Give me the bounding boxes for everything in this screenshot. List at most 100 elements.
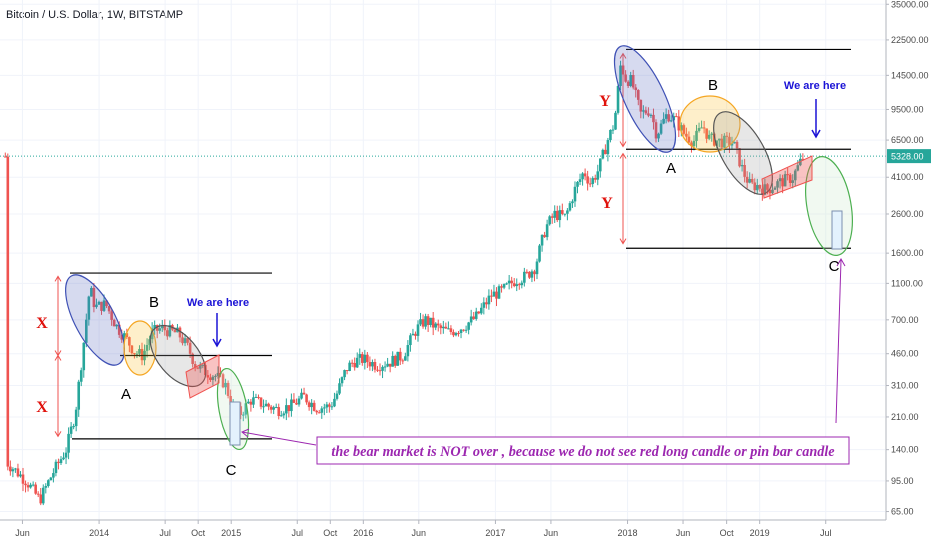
candle-body xyxy=(616,86,620,113)
candle-body xyxy=(348,362,351,371)
price-tick-label: 22500.00 xyxy=(891,35,929,45)
candle-body xyxy=(249,401,253,405)
candle-body xyxy=(439,325,443,329)
candle-body xyxy=(72,426,75,428)
candle-body xyxy=(105,300,108,307)
time-tick-label: Jun xyxy=(676,528,691,538)
candle-body xyxy=(11,469,15,472)
candle-body xyxy=(193,363,197,368)
candle-body xyxy=(735,141,739,149)
candle-body xyxy=(100,301,103,311)
candle-body xyxy=(315,410,319,413)
candle-body xyxy=(262,406,265,408)
candle-body xyxy=(591,178,595,184)
candle-body xyxy=(768,189,772,194)
projection-box xyxy=(831,210,843,250)
candle-body xyxy=(793,170,797,181)
candle-body xyxy=(750,178,754,183)
annotation-label: B xyxy=(708,77,718,94)
candle-body xyxy=(77,381,81,410)
candle-body xyxy=(340,377,344,384)
candle-body xyxy=(328,404,331,407)
candle-body xyxy=(421,319,425,327)
candle-body xyxy=(9,466,12,472)
price-axis-bg xyxy=(886,0,932,550)
range-arrow-head xyxy=(619,52,627,59)
candle-body xyxy=(462,329,465,331)
price-tick-label: 310.00 xyxy=(891,381,919,391)
price-tick-label: 2600.00 xyxy=(891,209,924,219)
candle-body xyxy=(155,325,159,331)
price-tick-label: 460.00 xyxy=(891,349,919,359)
candle-body xyxy=(477,311,481,314)
candle-body xyxy=(373,362,377,370)
candle-body xyxy=(555,210,559,221)
candle-body xyxy=(788,174,792,183)
grid-layer xyxy=(0,0,886,520)
candle-body xyxy=(677,116,681,131)
candle-body xyxy=(181,337,184,344)
candle-body xyxy=(601,149,605,159)
candle-body xyxy=(507,280,511,284)
time-tick-label: Jul xyxy=(292,528,304,538)
candle-body xyxy=(482,302,486,308)
range-arrow-head xyxy=(54,275,62,282)
price-axis[interactable]: 35000.00 22500.00 14500.00 9500.00 6500.00 41… xyxy=(885,0,932,550)
candle-body xyxy=(581,173,584,180)
candle-body xyxy=(543,234,546,238)
candle-body xyxy=(424,316,427,327)
candle-body xyxy=(254,396,258,398)
candle-body xyxy=(244,403,248,415)
candle-body xyxy=(510,280,513,284)
candle-body xyxy=(778,178,782,182)
candle-body xyxy=(302,392,306,395)
candle-body xyxy=(330,406,334,408)
candle-body xyxy=(669,120,673,122)
candle-body xyxy=(3,156,7,158)
annotation-label: Y xyxy=(601,195,613,212)
candle-body xyxy=(596,171,600,180)
candle-body xyxy=(639,99,643,112)
candle-body xyxy=(320,408,324,413)
time-axis[interactable]: Jun 2014 Jul Oct 2015 Jul Oct 2016 Jun 2017 Jun 201… xyxy=(0,519,886,538)
candle-body xyxy=(345,370,349,372)
candle-body xyxy=(720,138,724,148)
candle-body xyxy=(654,122,658,139)
candle-body xyxy=(783,174,787,187)
red-channel xyxy=(185,354,220,399)
candle-body xyxy=(434,323,438,328)
candle-body xyxy=(160,325,164,329)
last-price-badge xyxy=(887,149,931,164)
candle-body xyxy=(224,382,227,388)
time-tick-label: 2016 xyxy=(353,528,373,538)
candle-body xyxy=(398,351,402,361)
candle-body xyxy=(682,125,686,134)
candle-body xyxy=(259,397,263,407)
candle-body xyxy=(49,477,53,481)
time-tick-label: Oct xyxy=(323,528,338,538)
candle-body xyxy=(279,415,283,417)
candle-body xyxy=(431,317,435,328)
annotation-label: A xyxy=(121,386,131,403)
candle-body xyxy=(62,457,65,460)
time-tick-label: 2014 xyxy=(89,528,109,538)
note-box xyxy=(316,436,850,465)
candle-body xyxy=(166,330,169,337)
candle-body xyxy=(490,295,493,297)
candle-body xyxy=(358,354,362,358)
time-tick-label: Jul xyxy=(820,528,832,538)
candle-body xyxy=(710,133,714,135)
candle-body xyxy=(264,403,268,407)
range-arrow-head xyxy=(619,152,627,159)
candle-body xyxy=(728,136,731,146)
candle-body xyxy=(690,142,693,147)
candle-body xyxy=(393,355,397,366)
candle-body xyxy=(148,339,151,345)
candle-body xyxy=(214,375,217,377)
annotation-label: C xyxy=(226,462,237,479)
candle-body xyxy=(479,307,483,314)
candle-body xyxy=(715,140,719,146)
candle-body xyxy=(755,185,759,191)
candle-body xyxy=(112,319,116,327)
